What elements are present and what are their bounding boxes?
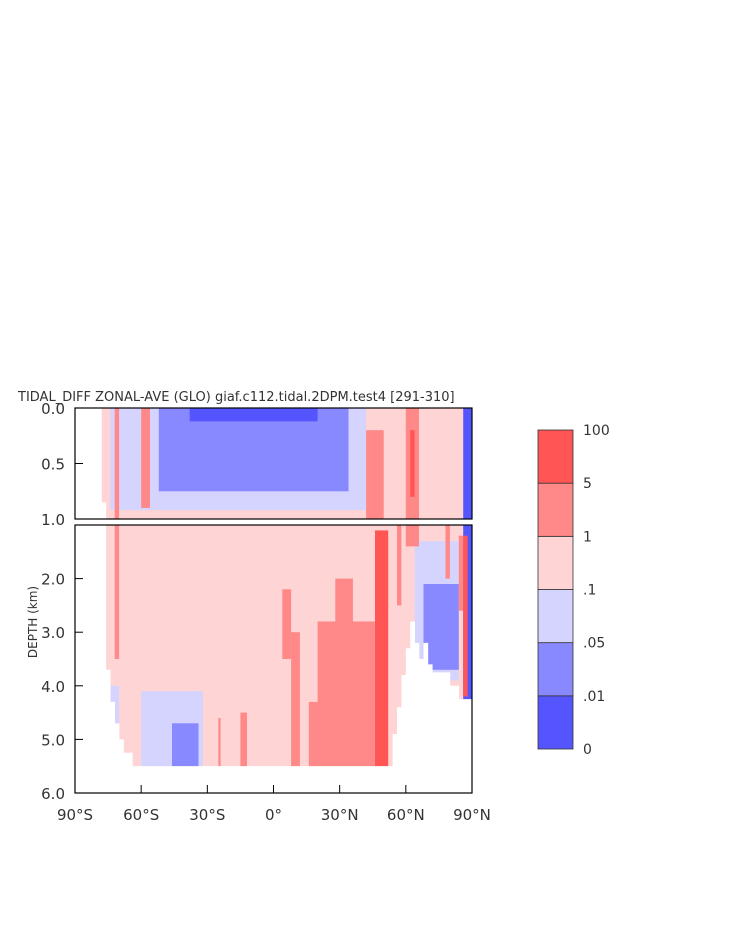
panel-lower: 2.0 3.0 4.0 5.0 6.0 (41, 524, 473, 803)
colorbar-swatch (537, 429, 574, 484)
y-tick-label: 2.0 (41, 571, 65, 589)
field-region-level-1 (218, 718, 221, 767)
colorbar-swatch (537, 695, 574, 750)
land-mask (75, 408, 107, 519)
panel-field (75, 525, 472, 793)
chart-title: TIDAL_DIFF ZONAL-AVE (GLO) giaf.c112.tid… (17, 390, 455, 405)
colorbar-swatch (537, 642, 574, 697)
field-region-level-1 (335, 578, 353, 622)
colorbar-level-label: .1 (583, 583, 596, 599)
field-region-level-1 (114, 408, 120, 519)
field-region-level-1 (240, 712, 247, 767)
colorbar-level-label: .01 (583, 689, 605, 705)
field-region-level-1 (141, 408, 150, 508)
field-region-level-1 (317, 621, 375, 767)
field-region-level-5 (410, 430, 415, 497)
field-region-level-.01 (423, 584, 459, 670)
plot-panels: 0.0 0.5 1.0 2.0 3.0 4.0 5.0 6.0 (41, 400, 473, 803)
x-tick-label: 0° (265, 806, 282, 824)
x-tick-label: 60°S (123, 806, 159, 824)
field-region-level-1 (366, 430, 384, 519)
x-tick-label: 90°N (453, 806, 491, 824)
y-tick-label: 5.0 (41, 731, 65, 749)
field-region-level-.01 (158, 408, 349, 492)
y-tick-label: 0.5 (41, 456, 65, 474)
field-region-level-1 (445, 525, 450, 579)
land-mask (75, 525, 472, 793)
y-axis-label: DEPTH (km) (26, 586, 40, 658)
x-axis: 90°S 60°S 30°S 0° 30°N 60°N 90°N (57, 785, 491, 824)
colorbar-level-label: 100 (583, 423, 610, 439)
colorbar-swatch (537, 535, 574, 590)
y-tick-label: 3.0 (41, 624, 65, 642)
field-region-level-5 (463, 535, 468, 697)
x-tick-label: 30°N (321, 806, 359, 824)
field-region-level-1 (114, 525, 120, 659)
x-tick-label: 90°S (57, 806, 93, 824)
field-region-level-1 (282, 589, 292, 659)
x-tick-label: 60°N (387, 806, 425, 824)
y-tick-label: 4.0 (41, 678, 65, 696)
colorbar-level-label: 5 (583, 476, 592, 492)
field-region-level-5 (375, 530, 389, 767)
color-legend: 0 .01 .05 .1 1 5 100 (537, 423, 610, 758)
x-tick-label: 30°S (189, 806, 225, 824)
colorbar-level-label: 0 (583, 742, 592, 758)
colorbar-swatch (537, 589, 574, 644)
panel-field (75, 408, 472, 519)
field-region-level-.01 (172, 723, 199, 767)
field-region-level-1 (458, 535, 464, 611)
panel-upper: 0.0 0.5 1.0 (41, 400, 473, 529)
field-region-level-0 (189, 408, 318, 422)
field-region-level-1 (397, 525, 402, 606)
field-region-level-0 (463, 408, 472, 519)
field-region-level-1 (291, 632, 300, 767)
colorbar-level-label: .05 (583, 636, 605, 652)
colorbar-level-label: 1 (583, 529, 592, 545)
y-tick-label: 1.0 (41, 511, 65, 529)
y-tick-label: 6.0 (41, 785, 65, 803)
colorbar-swatch (537, 482, 574, 537)
field-region-level-1 (405, 525, 419, 547)
y-tick-label: 0.0 (41, 400, 65, 418)
